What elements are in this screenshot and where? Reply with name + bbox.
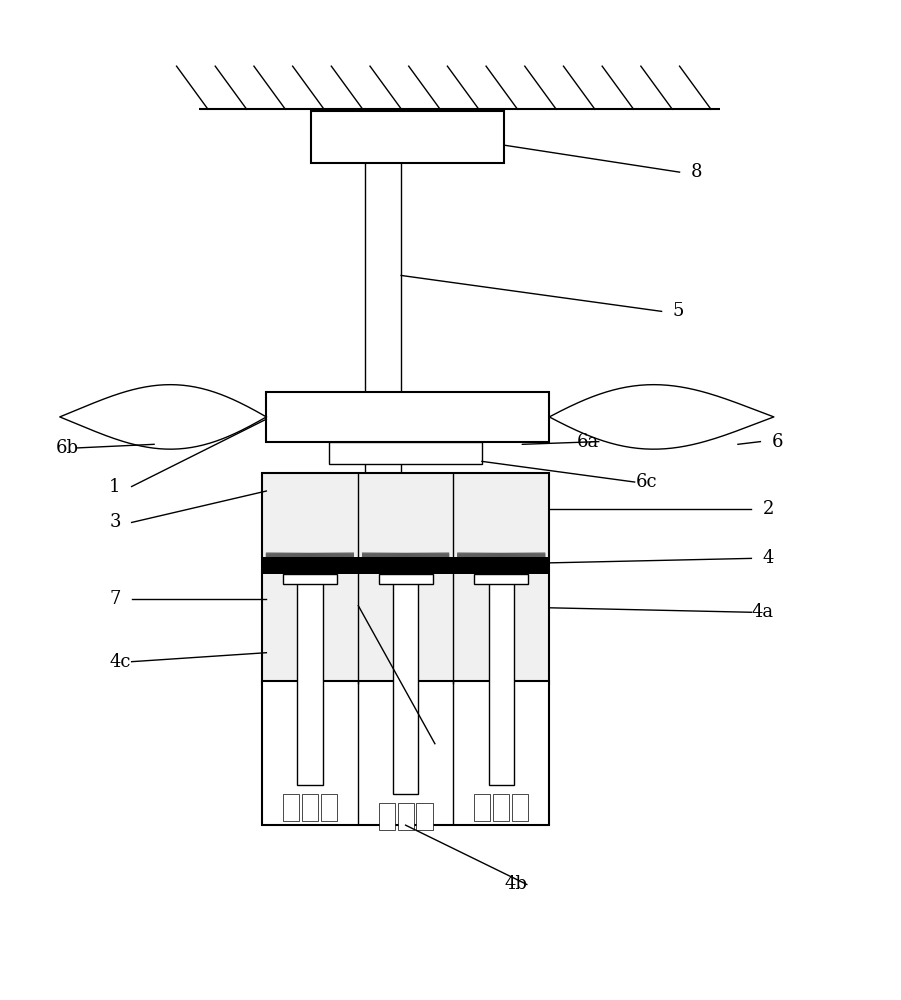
Bar	[267, 392, 550, 442]
Bar	[378, 574, 432, 584]
Bar	[262, 557, 550, 574]
Text: 6c: 6c	[635, 473, 657, 491]
Text: 4: 4	[762, 549, 774, 567]
Bar	[262, 681, 550, 825]
Bar	[397, 803, 414, 830]
Polygon shape	[550, 385, 774, 449]
Bar	[416, 803, 432, 830]
Bar	[329, 442, 482, 464]
Text: 1: 1	[109, 478, 121, 496]
Bar	[311, 111, 505, 163]
Bar	[302, 794, 318, 821]
Bar	[474, 794, 490, 821]
Text: 3: 3	[109, 513, 121, 531]
Bar	[283, 794, 299, 821]
Bar	[393, 574, 418, 794]
Bar	[493, 794, 509, 821]
Text: 4a: 4a	[751, 603, 774, 621]
Bar	[474, 574, 528, 584]
Text: 5: 5	[673, 302, 684, 320]
Bar	[297, 574, 323, 785]
Text: 6a: 6a	[577, 433, 598, 451]
Bar	[512, 794, 528, 821]
Bar	[488, 574, 514, 785]
Text: 7: 7	[109, 590, 121, 608]
Text: 8: 8	[690, 163, 702, 181]
Bar	[378, 803, 395, 830]
Polygon shape	[59, 385, 267, 449]
Text: 6b: 6b	[55, 439, 78, 457]
Text: 2: 2	[762, 500, 774, 518]
Text: 4c: 4c	[109, 653, 131, 671]
Bar	[283, 574, 337, 584]
Text: 4b: 4b	[505, 875, 527, 893]
Text: 6: 6	[771, 433, 783, 451]
Bar	[321, 794, 337, 821]
Bar	[262, 473, 550, 684]
